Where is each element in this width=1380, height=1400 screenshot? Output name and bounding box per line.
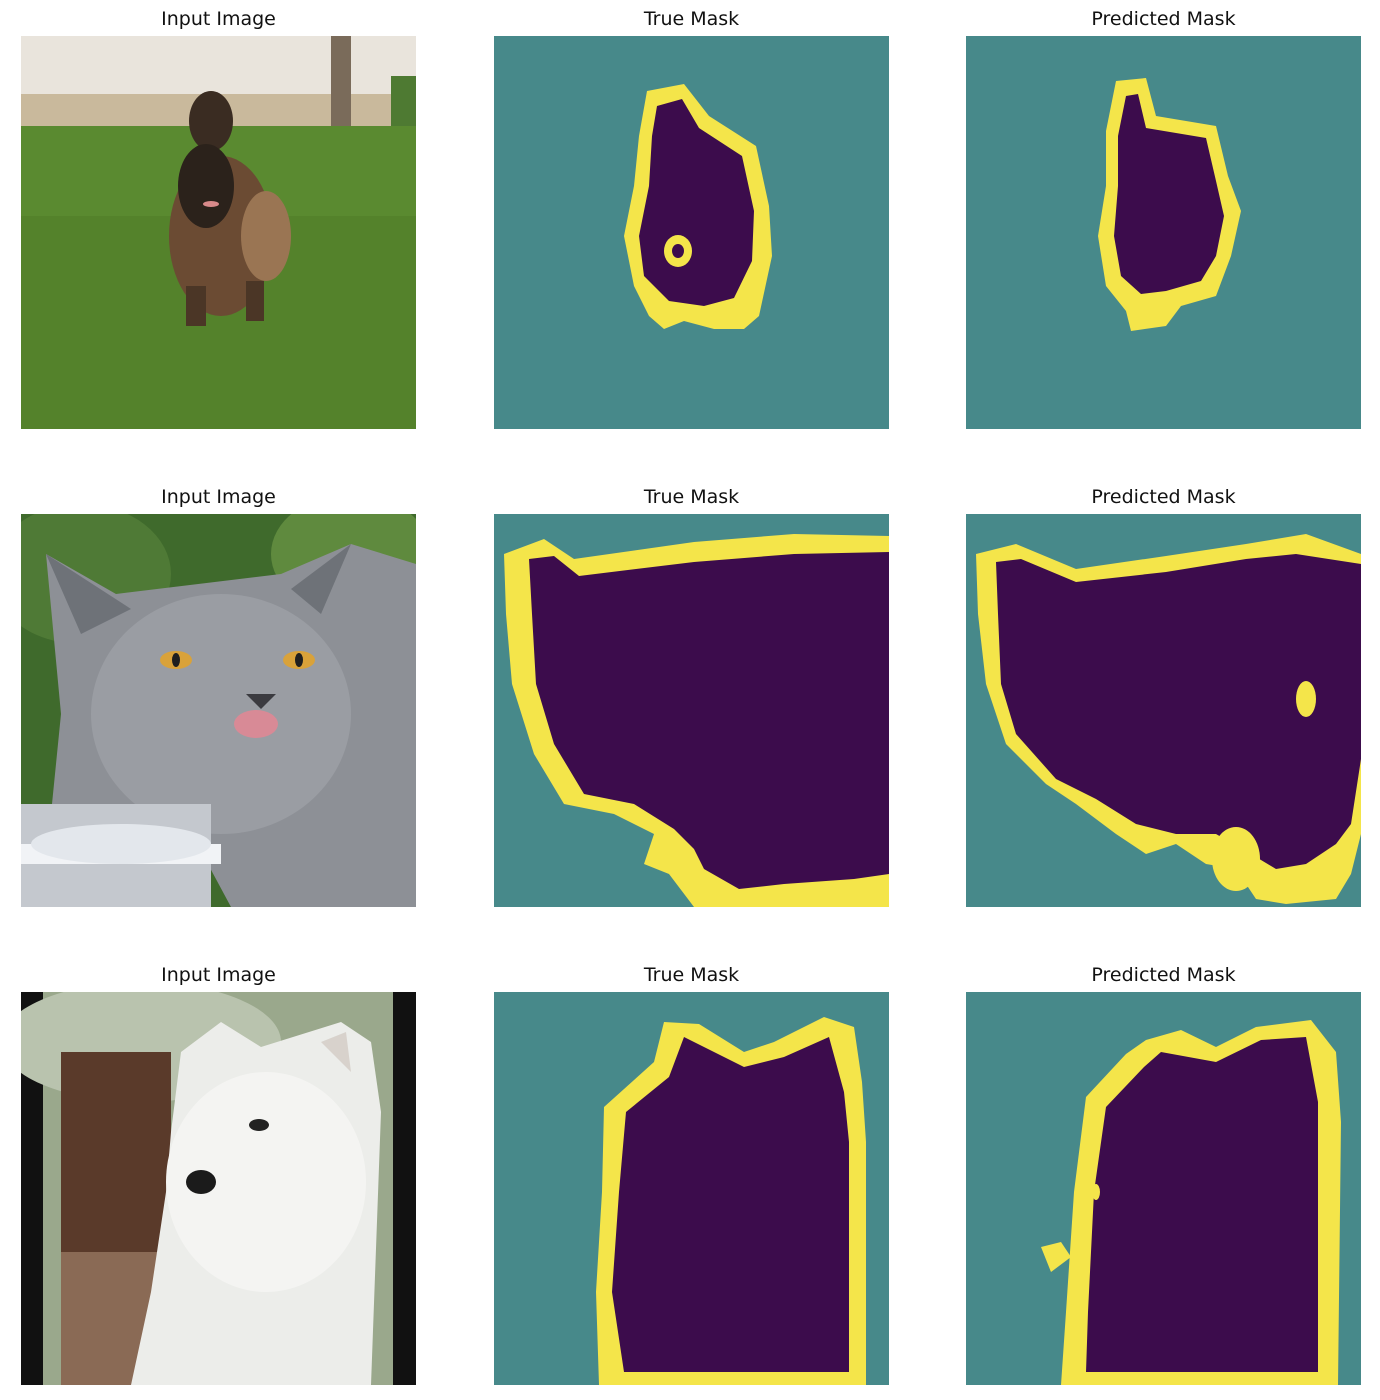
predicted-mask-white-dog (966, 992, 1361, 1385)
true-mask-grey-cat (494, 514, 889, 907)
true-mask-dog-running (494, 36, 889, 429)
panel-title: Predicted Mask (1091, 486, 1236, 508)
predicted-mask-grey-cat (966, 514, 1361, 907)
true-mask-white-dog (494, 992, 889, 1385)
predicted-mask-dog-running (966, 36, 1361, 429)
panel-title: True Mask (643, 964, 740, 986)
panel-title: True Mask (643, 8, 740, 30)
panel-title: Predicted Mask (1091, 964, 1236, 986)
panel-title: True Mask (643, 486, 740, 508)
panel-title: Input Image (161, 486, 276, 508)
panel-title: Input Image (161, 964, 276, 986)
input-image-dog-running (21, 36, 416, 429)
input-image-grey-cat (21, 514, 416, 907)
panel-title: Predicted Mask (1091, 8, 1236, 30)
panel-title: Input Image (161, 8, 276, 30)
input-image-white-dog (21, 992, 416, 1385)
